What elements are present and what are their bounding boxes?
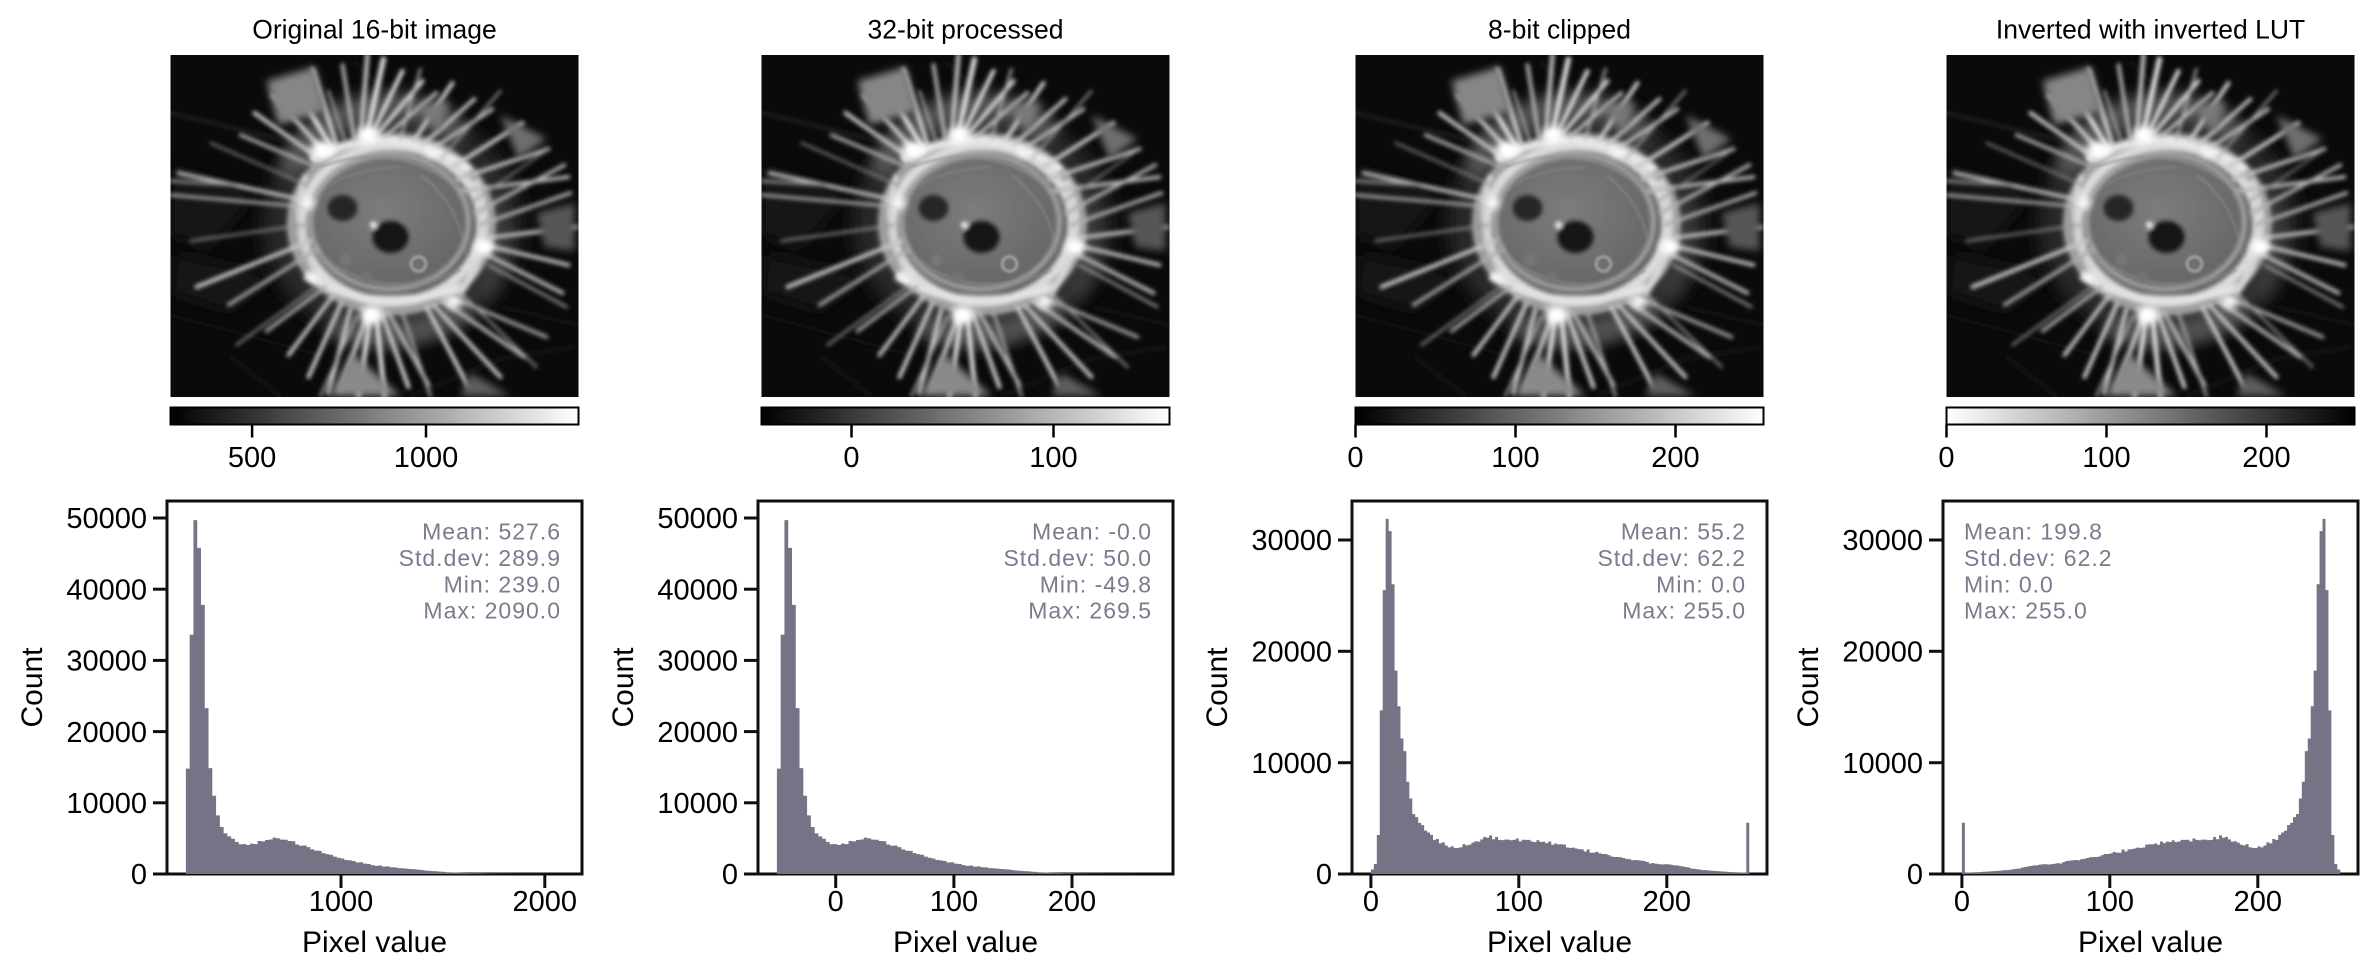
svg-text:200: 200 (2242, 442, 2290, 474)
svg-text:Max: 2090.0: Max: 2090.0 (423, 598, 561, 624)
svg-text:0: 0 (843, 442, 859, 474)
svg-text:30000: 30000 (657, 646, 738, 678)
svg-text:Mean: -0.0: Mean: -0.0 (1032, 519, 1152, 545)
svg-text:Pixel value: Pixel value (1487, 926, 1632, 959)
svg-text:10000: 10000 (66, 788, 147, 820)
svg-text:200: 200 (1651, 442, 1699, 474)
svg-text:10000: 10000 (1251, 748, 1332, 780)
svg-text:30000: 30000 (1842, 525, 1923, 557)
svg-text:Max: 255.0: Max: 255.0 (1964, 598, 2088, 624)
svg-text:Std.dev: 289.9: Std.dev: 289.9 (399, 545, 561, 571)
svg-text:100: 100 (2086, 886, 2134, 918)
svg-text:0: 0 (131, 859, 147, 891)
svg-text:40000: 40000 (66, 574, 147, 606)
svg-text:100: 100 (2082, 442, 2130, 474)
svg-text:Max: 269.5: Max: 269.5 (1028, 598, 1152, 624)
svg-text:20000: 20000 (657, 717, 738, 749)
svg-text:Inverted with inverted LUT: Inverted with inverted LUT (1996, 15, 2305, 45)
svg-text:0: 0 (1907, 859, 1923, 891)
svg-text:30000: 30000 (1251, 525, 1332, 557)
svg-text:500: 500 (228, 442, 276, 474)
svg-text:Std.dev: 62.2: Std.dev: 62.2 (1597, 545, 1746, 571)
svg-text:Pixel value: Pixel value (2078, 926, 2223, 959)
svg-text:200: 200 (1048, 886, 1096, 918)
svg-text:100: 100 (1491, 442, 1539, 474)
svg-text:200: 200 (2234, 886, 2282, 918)
svg-text:8-bit clipped: 8-bit clipped (1488, 15, 1631, 45)
svg-text:Pixel value: Pixel value (302, 926, 447, 959)
svg-text:Count: Count (1792, 647, 1825, 728)
svg-text:0: 0 (1363, 886, 1379, 918)
svg-text:2000: 2000 (513, 886, 578, 918)
svg-text:50000: 50000 (657, 503, 738, 535)
svg-text:Mean: 199.8: Mean: 199.8 (1964, 519, 2103, 545)
svg-text:Min: -49.8: Min: -49.8 (1040, 571, 1152, 597)
svg-text:Min: 0.0: Min: 0.0 (1656, 571, 1746, 597)
svg-text:30000: 30000 (66, 646, 147, 678)
svg-text:1000: 1000 (309, 886, 374, 918)
svg-text:32-bit processed: 32-bit processed (868, 15, 1064, 45)
svg-text:100: 100 (930, 886, 978, 918)
svg-text:Count: Count (607, 647, 640, 728)
svg-text:0: 0 (722, 859, 738, 891)
svg-text:10000: 10000 (657, 788, 738, 820)
svg-text:0: 0 (1938, 442, 1954, 474)
svg-text:Pixel value: Pixel value (893, 926, 1038, 959)
svg-text:0: 0 (1316, 859, 1332, 891)
svg-text:0: 0 (1347, 442, 1363, 474)
svg-text:Std.dev: 62.2: Std.dev: 62.2 (1964, 545, 2113, 571)
svg-text:Mean: 55.2: Mean: 55.2 (1621, 519, 1746, 545)
svg-text:Original 16-bit image: Original 16-bit image (252, 15, 497, 45)
svg-text:Mean: 527.6: Mean: 527.6 (422, 519, 561, 545)
svg-text:100: 100 (1029, 442, 1077, 474)
svg-text:10000: 10000 (1842, 748, 1923, 780)
svg-text:Count: Count (1201, 647, 1234, 728)
svg-text:200: 200 (1643, 886, 1691, 918)
svg-text:Std.dev: 50.0: Std.dev: 50.0 (1003, 545, 1152, 571)
svg-text:Max: 255.0: Max: 255.0 (1622, 598, 1746, 624)
svg-text:50000: 50000 (66, 503, 147, 535)
svg-text:20000: 20000 (1251, 637, 1332, 669)
svg-text:20000: 20000 (66, 717, 147, 749)
svg-text:20000: 20000 (1842, 637, 1923, 669)
svg-text:0: 0 (1954, 886, 1970, 918)
svg-text:1000: 1000 (394, 442, 459, 474)
svg-text:100: 100 (1495, 886, 1543, 918)
svg-text:Min: 239.0: Min: 239.0 (444, 571, 561, 597)
svg-text:40000: 40000 (657, 574, 738, 606)
svg-text:Min: 0.0: Min: 0.0 (1964, 571, 2054, 597)
svg-text:Count: Count (16, 647, 49, 728)
svg-text:0: 0 (828, 886, 844, 918)
